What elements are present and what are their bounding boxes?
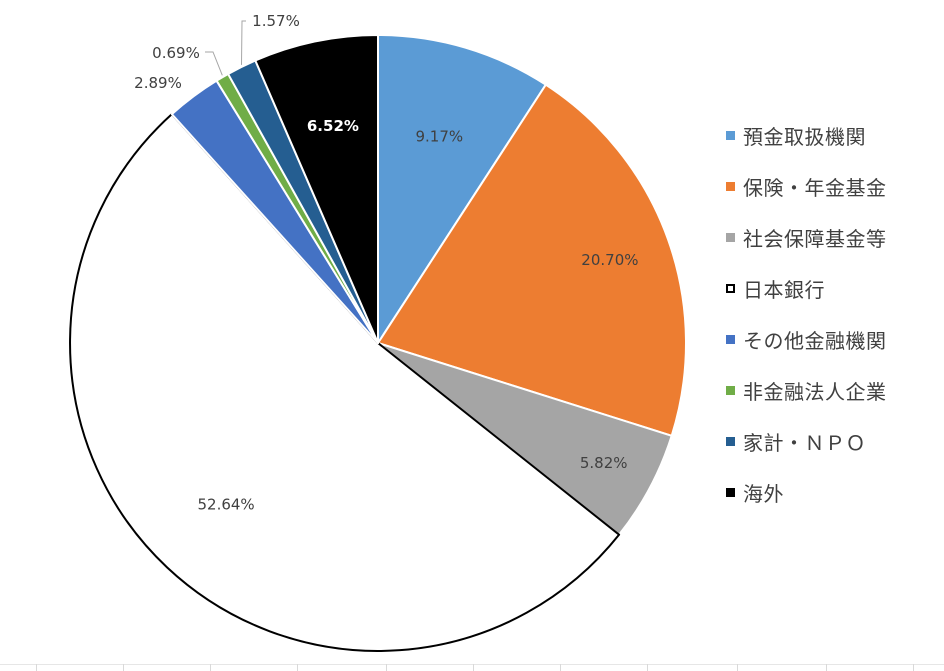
worksheet-column-line-9 <box>737 664 738 671</box>
data-label-4: 52.64% <box>197 496 254 514</box>
leader-line-6 <box>205 51 223 76</box>
data-label-2: 20.70% <box>581 251 638 269</box>
worksheet-column-line-7 <box>560 664 561 671</box>
worksheet-column-line-10 <box>826 664 827 671</box>
data-label-3: 5.82% <box>580 454 628 472</box>
pie-slice-1 <box>377 34 547 344</box>
legend: 預金取扱機関 保険・年金基金 社会保障基金等 日本銀行その他金融機関 非金融法人企業 家計… <box>726 110 941 518</box>
data-label-7: 1.57% <box>252 12 300 30</box>
worksheet-column-line-5 <box>386 664 387 671</box>
legend-label-8: 海外 <box>743 482 784 506</box>
legend-swatch-7 <box>726 437 735 446</box>
worksheet-column-line-4 <box>297 664 298 671</box>
leader-line-7 <box>241 20 246 65</box>
pie-slice-4 <box>69 113 621 652</box>
legend-item-3: 社会保障基金等 <box>726 212 941 263</box>
legend-item-8: 海外 <box>726 467 941 518</box>
legend-item-4: 日本銀行 <box>726 263 941 314</box>
worksheet-gridline <box>0 664 944 665</box>
legend-swatch-2 <box>726 182 735 191</box>
worksheet-column-line-6 <box>473 664 474 671</box>
pie-slice-2 <box>377 83 687 437</box>
legend-swatch-1 <box>726 131 735 140</box>
legend-label-6: 非金融法人企業 <box>743 380 887 404</box>
legend-item-7: 家計・ＮＰＯ <box>726 416 941 467</box>
legend-label-1: 預金取扱機関 <box>743 125 866 149</box>
data-label-6: 0.69% <box>152 44 200 62</box>
legend-label-2: 保険・年金基金 <box>743 176 887 200</box>
legend-swatch-8 <box>726 488 735 497</box>
worksheet-column-line-1 <box>36 664 37 671</box>
data-label-5: 2.89% <box>134 74 182 92</box>
legend-item-1: 預金取扱機関 <box>726 110 941 161</box>
legend-label-5: その他金融機関 <box>743 329 887 353</box>
worksheet-column-line-11 <box>913 664 914 671</box>
data-label-8: 6.52% <box>307 117 359 135</box>
legend-label-3: 社会保障基金等 <box>743 227 887 251</box>
legend-label-4: 日本銀行 <box>743 278 825 302</box>
legend-swatch-5 <box>726 335 735 344</box>
pie-slice-8 <box>254 34 379 344</box>
legend-swatch-3 <box>726 233 735 242</box>
worksheet-column-line-2 <box>123 664 124 671</box>
legend-swatch-4 <box>726 284 735 293</box>
legend-item-5: その他金融機関 <box>726 314 941 365</box>
data-label-1: 9.17% <box>415 127 463 145</box>
legend-label-7: 家計・ＮＰＯ <box>743 431 866 455</box>
legend-item-2: 保険・年金基金 <box>726 161 941 212</box>
worksheet-column-line-8 <box>647 664 648 671</box>
legend-item-6: 非金融法人企業 <box>726 365 941 416</box>
legend-swatch-6 <box>726 386 735 395</box>
worksheet-column-line-3 <box>210 664 211 671</box>
